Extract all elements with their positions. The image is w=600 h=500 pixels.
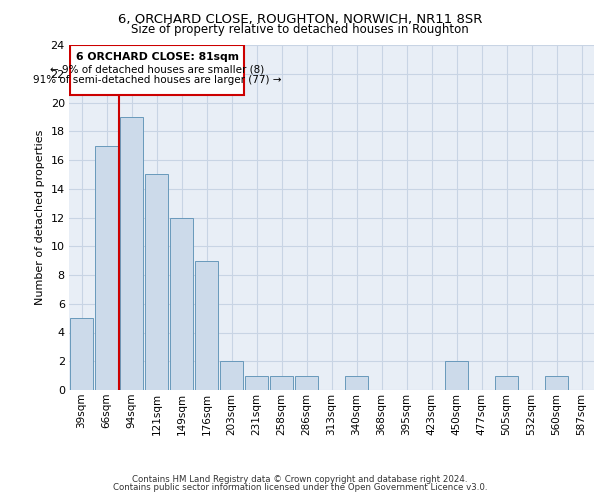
Bar — [95, 146, 118, 390]
Bar — [170, 218, 193, 390]
Bar — [344, 376, 368, 390]
Bar — [194, 260, 218, 390]
Bar — [119, 117, 143, 390]
Bar — [295, 376, 319, 390]
Y-axis label: Number of detached properties: Number of detached properties — [35, 130, 45, 305]
Bar — [245, 376, 268, 390]
Text: Contains HM Land Registry data © Crown copyright and database right 2024.: Contains HM Land Registry data © Crown c… — [132, 475, 468, 484]
Bar — [70, 318, 94, 390]
Text: Size of property relative to detached houses in Roughton: Size of property relative to detached ho… — [131, 22, 469, 36]
Bar — [445, 361, 469, 390]
Text: ← 9% of detached houses are smaller (8): ← 9% of detached houses are smaller (8) — [50, 64, 264, 74]
Text: 91% of semi-detached houses are larger (77) →: 91% of semi-detached houses are larger (… — [33, 75, 281, 85]
Bar — [145, 174, 169, 390]
Bar — [220, 361, 244, 390]
Text: 6, ORCHARD CLOSE, ROUGHTON, NORWICH, NR11 8SR: 6, ORCHARD CLOSE, ROUGHTON, NORWICH, NR1… — [118, 12, 482, 26]
Bar — [269, 376, 293, 390]
Bar — [545, 376, 568, 390]
Text: 6 ORCHARD CLOSE: 81sqm: 6 ORCHARD CLOSE: 81sqm — [76, 52, 239, 62]
Bar — [70, 45, 244, 96]
Text: Contains public sector information licensed under the Open Government Licence v3: Contains public sector information licen… — [113, 483, 487, 492]
Bar — [494, 376, 518, 390]
